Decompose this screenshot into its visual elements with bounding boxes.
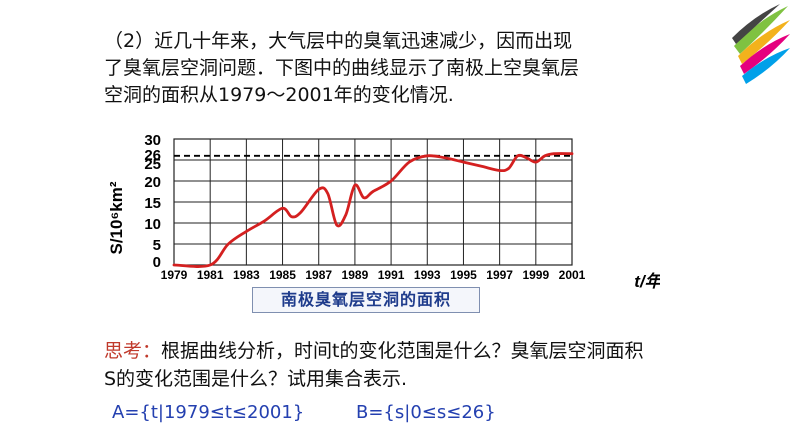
y-tick-label: 10	[144, 216, 161, 233]
y-tick-label: 0	[153, 254, 161, 271]
x-tick-label: 1981	[197, 268, 224, 282]
set-a: A={t|1979≤t≤2001}	[112, 402, 305, 423]
intro-line-2: 了臭氧层空洞问题．下图中的曲线显示了南极上空臭氧层	[104, 57, 580, 79]
x-tick-label: 1991	[378, 268, 405, 282]
question-line-2: S的变化范围是什么？试用集合表示.	[104, 368, 408, 390]
x-tick-label: 1993	[414, 268, 441, 282]
x-tick-label: 1979	[161, 268, 188, 282]
y-tick-label: 25	[144, 156, 161, 173]
x-axis-label: t/年	[634, 272, 660, 291]
intro-line-1: （2）近几十年来，大气层中的臭氧迅速减少，因而出现	[104, 30, 573, 52]
x-tick-label: 1989	[342, 268, 369, 282]
ozone-area-curve	[172, 152, 574, 268]
y-tick-label: 26	[144, 147, 161, 164]
intro-line-3: 空洞的面积从1979～2001年的变化情况.	[104, 84, 454, 106]
x-tick-label: 1999	[522, 268, 549, 282]
x-tick-label: 1983	[233, 268, 260, 282]
x-tick-label: 1985	[269, 268, 296, 282]
x-tick-label: 1997	[486, 268, 513, 282]
y-axis-label: S/10⁶km²	[107, 181, 126, 254]
chart-caption: 南极臭氧层空洞的面积	[252, 287, 480, 313]
y-tick-label: 30	[144, 132, 161, 149]
set-b: B={s|0≤s≤26}	[356, 402, 496, 423]
x-tick-label: 1995	[450, 268, 477, 282]
y-tick-label: 15	[144, 195, 161, 212]
answer-sets: A={t|1979≤t≤2001} B={s|0≤s≤26}	[112, 402, 672, 423]
question-label: 思考：	[104, 340, 162, 362]
y-tick-label: 5	[153, 237, 161, 254]
chart-grid	[173, 138, 573, 266]
x-tick-labels: 1979 1981 1983 1985 1987 1989 1991 1993 1995 1997…	[161, 268, 586, 282]
x-tick-label: 1987	[305, 268, 332, 282]
intro-paragraph: （2）近几十年来，大气层中的臭氧迅速减少，因而出现 了臭氧层空洞问题．下图中的曲…	[104, 28, 684, 109]
y-tick-label: 20	[144, 174, 161, 191]
question-line-1: 根据曲线分析，时间t的变化范围是什么？臭氧层空洞面积	[161, 340, 644, 362]
x-tick-label: 2001	[559, 268, 586, 282]
decorative-logo-icon	[732, 4, 790, 84]
question-block: 思考：根据曲线分析，时间t的变化范围是什么？臭氧层空洞面积 S的变化范围是什么？…	[104, 337, 704, 393]
